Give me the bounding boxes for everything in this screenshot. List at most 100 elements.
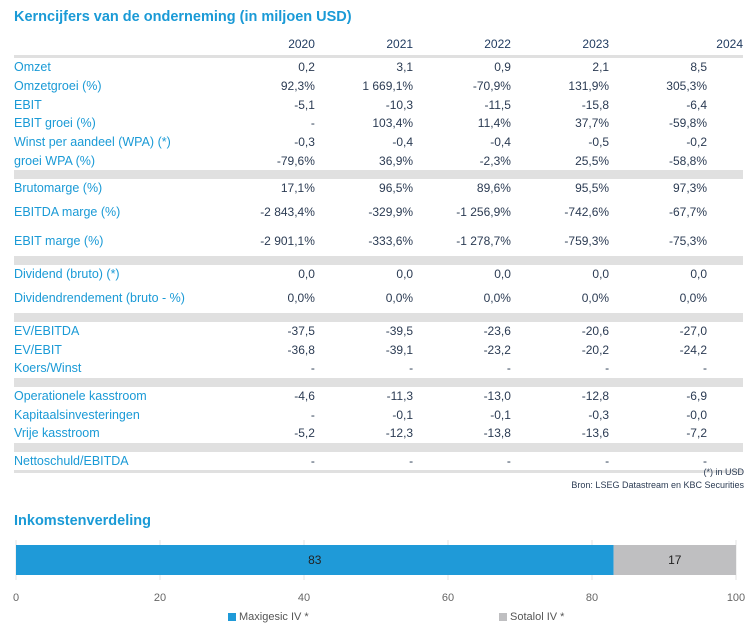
- value-cell: -0,0: [686, 407, 707, 422]
- value-cell: -11,3: [386, 388, 414, 403]
- table-row: Winst per aandeel (WPA) (*) -0,3 -0,4 -0,4 -…: [14, 133, 743, 152]
- row-label: EBITDA marge (%): [14, 205, 121, 220]
- row-label: groei WPA (%): [14, 153, 96, 168]
- value-cell: -67,7%: [668, 205, 707, 220]
- value-cell: -1 278,7%: [456, 234, 511, 249]
- value-cell: -20,6: [581, 323, 610, 338]
- table-row: Omzetgroei (%) 92,3% 1 669,1% -70,9% 131,9% 3…: [14, 77, 743, 96]
- value-cell: -59,8%: [668, 116, 707, 131]
- value-cell: -39,1: [385, 342, 414, 357]
- bar-segment-sotalol: [613, 545, 736, 575]
- value-cell: -23,2: [483, 342, 511, 357]
- table-row: EBIT -5,1 -10,3 -11,5 -15,8 -6,4: [14, 95, 743, 114]
- value-cell: -0,2: [686, 135, 707, 150]
- row-label: Dividendrendement (bruto - %): [14, 291, 185, 305]
- legend-item-sotalol: Sotalol IV *: [499, 611, 564, 623]
- value-cell: -79,6%: [276, 153, 315, 168]
- source-note: Bron: LSEG Datastream en KBC Securities: [571, 480, 744, 490]
- legend-label: Sotalol IV *: [510, 611, 565, 623]
- row-label: Vrije kasstroom: [14, 426, 100, 441]
- value-cell: -12,8: [581, 388, 610, 403]
- group-separator: [14, 255, 743, 265]
- value-cell: 92,3%: [280, 79, 315, 94]
- value-cell: 0,0%: [581, 291, 610, 305]
- value-cell: 2,1: [592, 60, 610, 75]
- value-cell: -37,5: [287, 323, 315, 338]
- footnote: (*) in USD: [703, 467, 744, 477]
- value-cell: -1 256,9%: [456, 205, 511, 220]
- value-cell: -39,5: [385, 323, 414, 338]
- table-row: EBIT marge (%) -2 901,1% -333,6% -1 278,7% -…: [14, 227, 743, 256]
- year-header: 2021: [314, 33, 414, 58]
- value-cell: -13,8: [483, 426, 511, 441]
- table-row: Koers/Winst - - - - -: [14, 359, 743, 378]
- year-header: 2024: [609, 33, 743, 58]
- value-cell: -: [310, 407, 315, 422]
- row-label: Omzet: [14, 60, 51, 75]
- value-cell: -333,6%: [368, 234, 414, 249]
- value-cell: -: [310, 116, 315, 131]
- row-label: EBIT groei (%): [14, 116, 96, 131]
- value-cell: -742,6%: [564, 205, 610, 220]
- value-cell: 0,0: [494, 267, 511, 282]
- value-cell: -: [506, 453, 511, 468]
- table-row: EV/EBITDA -37,5 -39,5 -23,6 -20,6 -27,0: [14, 322, 743, 341]
- value-cell: 0,0: [690, 267, 707, 282]
- value-cell: -0,4: [490, 135, 511, 150]
- value-cell: -759,3%: [564, 234, 610, 249]
- rule-cell: [14, 469, 743, 473]
- value-cell: -0,4: [392, 135, 414, 150]
- x-tick-label: 20: [154, 592, 166, 604]
- value-cell: -11,5: [484, 97, 511, 112]
- value-cell: -: [409, 453, 414, 468]
- bar-segment-maxigesic: [16, 545, 614, 575]
- table-row: EBIT groei (%) - 103,4% 11,4% 37,7% -59,8%: [14, 114, 743, 133]
- value-cell: -: [703, 361, 707, 376]
- value-cell: -: [605, 361, 610, 376]
- data-label: 83: [308, 553, 322, 567]
- value-cell: -20,2: [581, 342, 610, 357]
- value-cell: 0,0%: [385, 291, 414, 305]
- value-cell: -0,5: [588, 135, 610, 150]
- legend-swatch: [228, 613, 236, 621]
- group-separator: [14, 312, 743, 322]
- chart-title: Inkomstenverdeling: [14, 513, 151, 529]
- value-cell: -: [506, 361, 511, 376]
- value-cell: 0,0: [592, 267, 610, 282]
- income-distribution-chart: 0 20 40 60 80 100 83 17: [13, 540, 745, 604]
- value-cell: 0,9: [494, 60, 511, 75]
- table-row: groei WPA (%) -79,6% 36,9% -2,3% 25,5% -58,8%: [14, 151, 743, 170]
- value-cell: 17,1%: [280, 181, 315, 196]
- x-tick-label: 80: [586, 592, 598, 604]
- value-cell: 1 669,1%: [362, 79, 414, 94]
- value-cell: -24,2: [679, 342, 707, 357]
- table-row: Nettoschuld/EBITDA - - - - -: [14, 452, 743, 471]
- value-cell: 95,5%: [575, 181, 610, 196]
- row-label: Omzetgroei (%): [14, 79, 102, 94]
- table-row: Omzet 0,2 3,1 0,9 2,1 8,5: [14, 57, 743, 77]
- value-cell: 8,5: [690, 60, 707, 75]
- separator-cell: [14, 442, 743, 452]
- row-label: Dividend (bruto) (*): [14, 267, 120, 282]
- separator-cell: [14, 377, 743, 387]
- value-cell: -12,3: [385, 426, 414, 441]
- value-cell: -0,1: [490, 407, 511, 422]
- value-cell: -58,8%: [668, 153, 707, 168]
- value-cell: -5,1: [294, 97, 315, 112]
- row-label: EV/EBIT: [14, 342, 62, 357]
- value-cell: -27,0: [679, 323, 707, 338]
- value-cell: -15,8: [581, 97, 610, 112]
- value-cell: -13,6: [581, 426, 610, 441]
- value-cell: 89,6%: [476, 181, 511, 196]
- value-cell: -13,0: [483, 388, 511, 403]
- value-cell: 97,3%: [672, 181, 707, 196]
- value-cell: -: [605, 453, 610, 468]
- row-label: Brutomarge (%): [14, 181, 103, 196]
- value-cell: 0,0%: [287, 291, 315, 305]
- group-separator: [14, 442, 743, 452]
- value-cell: -329,9%: [368, 205, 414, 220]
- value-cell: -7,2: [686, 426, 707, 441]
- table-row: Kapitaalsinvesteringen - -0,1 -0,1 -0,3 -0,0: [14, 405, 743, 424]
- value-cell: -0,3: [294, 135, 315, 150]
- separator-cell: [14, 312, 743, 322]
